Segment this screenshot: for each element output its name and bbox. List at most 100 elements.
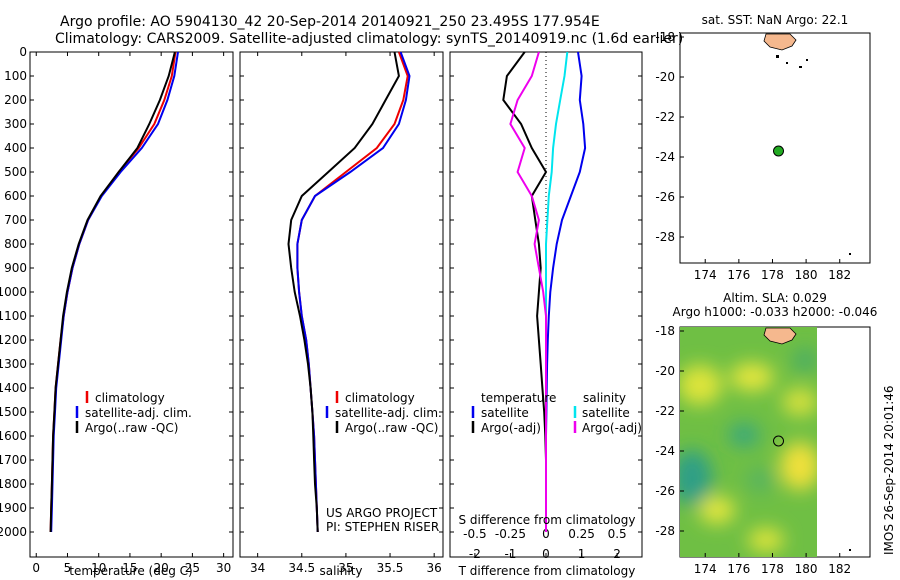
difference-legend: temperature salinity satellite Argo(-adj…	[471, 391, 642, 435]
temperature-plot: 0 5 10 15 20 25 30	[32, 51, 231, 575]
x-tick-label: 34.5	[288, 561, 315, 575]
s-tick-label: 0.5	[608, 527, 627, 541]
x-tick-label: 20	[154, 561, 169, 575]
s-tick-label: -0.25	[495, 527, 526, 541]
series-line-salinity-argo-adj-	[509, 51, 547, 532]
small-island	[849, 253, 851, 255]
depth-tick-label: 400	[4, 141, 27, 155]
map-x-tick-label: 176	[727, 562, 750, 576]
depth-tick-label: 1500	[0, 405, 27, 419]
sst-map-axes: -18 -20 -22 -24 -26 -28 174 176 178 180 182	[655, 30, 851, 282]
series-line-satellite-adj-clim-	[50, 51, 179, 533]
figure-title-line2: Climatology: CARS2009. Satellite-adjuste…	[55, 31, 683, 47]
s-tick-label: -0.5	[463, 527, 486, 541]
legend-sal-argo: Argo(-adj)	[582, 421, 642, 435]
series-line-argo-raw-qc-	[49, 51, 176, 533]
depth-tick-label: 1900	[0, 501, 27, 515]
project-note: US ARGO PROJECT	[326, 506, 438, 520]
depth-tick-label: 0	[19, 45, 27, 59]
depth-tick-label: 500	[4, 165, 27, 179]
map-x-tick-label: 174	[694, 562, 717, 576]
x-tick-label: 34	[250, 561, 265, 575]
legend-climatology: climatology	[345, 391, 415, 405]
depth-tick-label: 1700	[0, 453, 27, 467]
depth-tick-label: 100	[4, 69, 27, 83]
small-island	[799, 66, 802, 68]
series-line-temperature-satellite	[545, 51, 587, 532]
pi-note: PI: STEPHEN RISER	[326, 520, 439, 534]
map-x-tick-label: 182	[828, 562, 851, 576]
legend-salinity-head: salinity	[583, 391, 626, 405]
depth-tick-label: 1200	[0, 333, 27, 347]
depth-tick-label: 2000	[0, 525, 27, 539]
x-tick-label: 30	[216, 561, 231, 575]
depth-tick-label: 700	[4, 213, 27, 227]
map-y-tick-label: -28	[655, 524, 675, 538]
x-tick-label: 36	[427, 561, 442, 575]
sst-map	[763, 33, 851, 255]
map-y-tick-label: -18	[655, 324, 675, 338]
sst-map-frame	[679, 32, 871, 264]
legend-temp-satellite: satellite	[481, 406, 529, 420]
x-tick-label: 25	[185, 561, 200, 575]
depth-axis: 0 100 200 300 400 500 600 700 800 900 1000 1100 1200…	[0, 45, 642, 539]
map-y-tick-label: -22	[655, 404, 675, 418]
depth-tick-label: 200	[4, 93, 27, 107]
map-y-tick-label: -20	[655, 70, 675, 84]
legend-argo: Argo(..raw -QC)	[85, 421, 178, 435]
small-island	[776, 55, 779, 58]
salinity-legend: climatology satellite-adj. clim. Argo(..…	[325, 391, 442, 534]
map-y-tick-label: -26	[655, 484, 675, 498]
s-tick-label: 0	[542, 527, 550, 541]
map-y-tick-label: -28	[655, 230, 675, 244]
map-y-tick-label: -26	[655, 190, 675, 204]
figure-title-line1: Argo profile: AO 5904130_42 20-Sep-2014 …	[60, 14, 600, 30]
sla-field	[680, 327, 817, 557]
x-tick-label: 15	[122, 561, 137, 575]
depth-tick-label: 300	[4, 117, 27, 131]
salinity-panel-frame	[239, 51, 444, 558]
x-tick-label: 5	[64, 561, 72, 575]
depth-tick-label: 1600	[0, 429, 27, 443]
legend-satellite: satellite-adj. clim.	[85, 406, 192, 420]
x-tick-label: 10	[91, 561, 106, 575]
t-tick-label: 1	[578, 547, 586, 561]
t-tick-label: -2	[469, 547, 481, 561]
temperature-legend: climatology satellite-adj. clim. Argo(..…	[75, 391, 192, 435]
x-tick-label: 35.5	[377, 561, 404, 575]
map-x-tick-label: 178	[761, 268, 784, 282]
argo-float-marker	[773, 145, 784, 157]
salinity-plot: 34 34.5 35 35.5 36	[250, 51, 442, 575]
depth-tick-label: 1000	[0, 285, 27, 299]
depth-tick-label: 1800	[0, 477, 27, 491]
argo-float-marker	[773, 435, 784, 447]
t-tick-label: -1	[504, 547, 516, 561]
x-tick-label: 0	[32, 561, 40, 575]
map-x-tick-label: 180	[795, 268, 818, 282]
difference-plot: -2 -1 0 1 2 -0.5 -0.25 0 0.25 0.5	[463, 51, 627, 561]
depth-tick-label: 1300	[0, 357, 27, 371]
map-x-tick-label: 180	[795, 562, 818, 576]
map-y-tick-label: -24	[655, 150, 675, 164]
small-island	[806, 59, 808, 61]
map-y-tick-label: -20	[655, 364, 675, 378]
x-tick-label: 35	[338, 561, 353, 575]
legend-temperature-head: temperature	[481, 391, 556, 405]
map-y-tick-label: -22	[655, 110, 675, 124]
legend-climatology: climatology	[95, 391, 165, 405]
depth-tick-label: 800	[4, 237, 27, 251]
depth-tick-label: 600	[4, 189, 27, 203]
depth-tick-label: 1400	[0, 381, 27, 395]
s-tick-label: 0.25	[568, 527, 595, 541]
depth-tick-label: 900	[4, 261, 27, 275]
salinity-xlabel: salinity	[319, 564, 362, 578]
temperature-panel-frame	[29, 51, 234, 558]
legend-argo: Argo(..raw -QC)	[345, 421, 438, 435]
difference-xlabel: T difference from climatology	[458, 564, 636, 578]
map-y-tick-label: -24	[655, 444, 675, 458]
series-line-argo-raw-qc-	[287, 51, 400, 533]
t-tick-label: 2	[613, 547, 621, 561]
depth-tick-label: 1100	[0, 309, 27, 323]
small-island	[849, 549, 851, 551]
